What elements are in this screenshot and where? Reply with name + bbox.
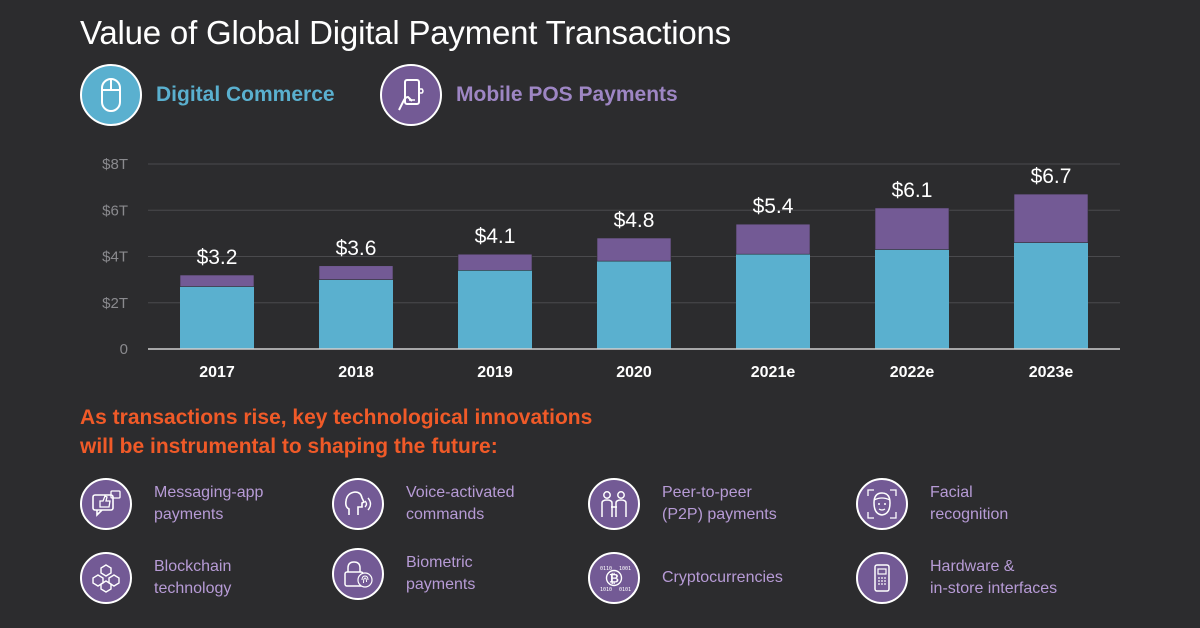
- bar-segment-digital-commerce: [736, 254, 810, 349]
- legend-item-mobile-pos: Mobile POS Payments: [380, 64, 678, 126]
- bitcoin-icon: ₿ 0110 1001 1010 0101: [588, 552, 640, 604]
- bar-segment-digital-commerce: [319, 279, 393, 349]
- innovation-cryptocurrencies: ₿ 0110 1001 1010 0101 Cryptocurrencies: [588, 552, 783, 604]
- svg-text:₿: ₿: [609, 572, 619, 586]
- subtitle-line-2: will be instrumental to shaping the futu…: [80, 435, 498, 458]
- y-tick-label: $6T: [102, 202, 128, 219]
- bar-segment-mobile-pos-payments: [457, 253, 533, 271]
- svg-text:1001: 1001: [619, 566, 631, 572]
- bar-segment-digital-commerce: [1014, 242, 1088, 349]
- innovation-label-line: Biometric: [406, 554, 473, 571]
- innovations-subtitle: As transactions rise, key technological …: [80, 403, 592, 461]
- innovation-label-line: Cryptocurrencies: [662, 569, 783, 586]
- bar-total-label: $3.2: [197, 246, 238, 269]
- innovation-p2p: Peer-to-peer (P2P) payments: [588, 478, 777, 530]
- innovation-label: Voice-activated commands: [406, 482, 515, 526]
- bar-segment-digital-commerce: [180, 286, 254, 349]
- bar-segment-mobile-pos-payments: [318, 265, 394, 280]
- people-exchange-icon: [588, 478, 640, 530]
- innovation-label-line: Peer-to-peer: [662, 484, 752, 501]
- bar-total-label: $3.6: [336, 237, 377, 260]
- bar-segment-digital-commerce: [875, 249, 949, 349]
- face-scan-icon: [856, 478, 908, 530]
- innovation-label: Facial recognition: [930, 482, 1008, 526]
- x-tick-label: 2019: [477, 364, 513, 381]
- y-tick-label: 0: [120, 341, 128, 358]
- innovation-label: Biometric payments: [406, 552, 475, 596]
- innovation-biometric: Biometric payments: [332, 548, 475, 600]
- bar-total-label: $4.1: [475, 225, 516, 248]
- innovation-blockchain: Blockchain technology: [80, 552, 231, 604]
- chart-title: Value of Global Digital Payment Transact…: [80, 14, 731, 51]
- x-tick-label: 2020: [616, 364, 652, 381]
- bar-total-label: $6.1: [892, 179, 933, 202]
- bar-segment-digital-commerce: [458, 270, 532, 349]
- bar-segment-mobile-pos-payments: [1013, 193, 1089, 243]
- bar-segment-digital-commerce: [597, 261, 671, 349]
- innovation-label-line: in-store interfaces: [930, 580, 1058, 597]
- bar-segment-mobile-pos-payments: [735, 223, 811, 255]
- innovation-label: Peer-to-peer (P2P) payments: [662, 482, 777, 526]
- fingerprint-lock-icon: [332, 548, 384, 600]
- legend-item-digital-commerce: Digital Commerce: [80, 64, 335, 126]
- innovation-label: Messaging-app payments: [154, 482, 263, 526]
- innovation-label-line: Messaging-app: [154, 484, 264, 501]
- chat-thumbs-up-icon: [80, 478, 132, 530]
- legend-label-mobile-pos: Mobile POS Payments: [456, 83, 678, 106]
- subtitle-line-1: As transactions rise, key technological …: [80, 406, 593, 429]
- innovation-messaging-app: Messaging-app payments: [80, 478, 263, 530]
- innovation-label-line: commands: [406, 506, 485, 523]
- bar-segment-mobile-pos-payments: [179, 274, 255, 287]
- bar-total-label: $5.4: [753, 195, 794, 218]
- innovation-label-line: payments: [406, 576, 476, 593]
- innovation-label: Cryptocurrencies: [662, 567, 783, 589]
- x-tick-label: 2021e: [751, 364, 796, 381]
- mouse-icon: [80, 64, 142, 126]
- innovation-label-line: (P2P) payments: [662, 506, 777, 523]
- bar-segment-mobile-pos-payments: [596, 237, 672, 262]
- phone-hand-icon: [380, 64, 442, 126]
- svg-text:1010: 1010: [600, 587, 612, 593]
- y-tick-label: $4T: [102, 249, 128, 266]
- x-tick-label: 2022e: [890, 364, 935, 381]
- voice-face-icon: [332, 478, 384, 530]
- innovation-label-line: Hardware &: [930, 558, 1015, 575]
- innovation-label-line: technology: [154, 580, 232, 597]
- innovation-voice-activated: Voice-activated commands: [332, 478, 515, 530]
- y-tick-label: $8T: [102, 156, 128, 173]
- y-tick-label: $2T: [102, 295, 128, 312]
- bar-segment-mobile-pos-payments: [874, 207, 950, 250]
- innovation-label: Blockchain technology: [154, 556, 231, 600]
- innovation-facial-recognition: Facial recognition: [856, 478, 1008, 530]
- bar-total-label: $4.8: [614, 209, 655, 232]
- innovation-label-line: payments: [154, 506, 224, 523]
- svg-text:0110: 0110: [600, 566, 612, 572]
- x-tick-label: 2023e: [1029, 364, 1074, 381]
- innovation-label-line: Voice-activated: [406, 484, 515, 501]
- stacked-bar-chart: 0 $2T $4T $6T $8T $3.2 2017 $3.6 2018 $4.1 2019 $4.…: [102, 156, 1120, 381]
- blockchain-cubes-icon: [80, 552, 132, 604]
- svg-text:0101: 0101: [619, 587, 631, 593]
- innovation-label-line: Facial: [930, 484, 973, 501]
- innovation-hardware: Hardware & in-store interfaces: [856, 552, 1057, 604]
- legend-label-digital-commerce: Digital Commerce: [156, 83, 335, 106]
- x-tick-label: 2018: [338, 364, 374, 381]
- bar-total-label: $6.7: [1031, 165, 1072, 188]
- innovation-label-line: recognition: [930, 506, 1009, 523]
- payment-terminal-icon: [856, 552, 908, 604]
- x-tick-label: 2017: [199, 364, 235, 381]
- innovation-label: Hardware & in-store interfaces: [930, 556, 1057, 600]
- innovation-label-line: Blockchain: [154, 558, 232, 575]
